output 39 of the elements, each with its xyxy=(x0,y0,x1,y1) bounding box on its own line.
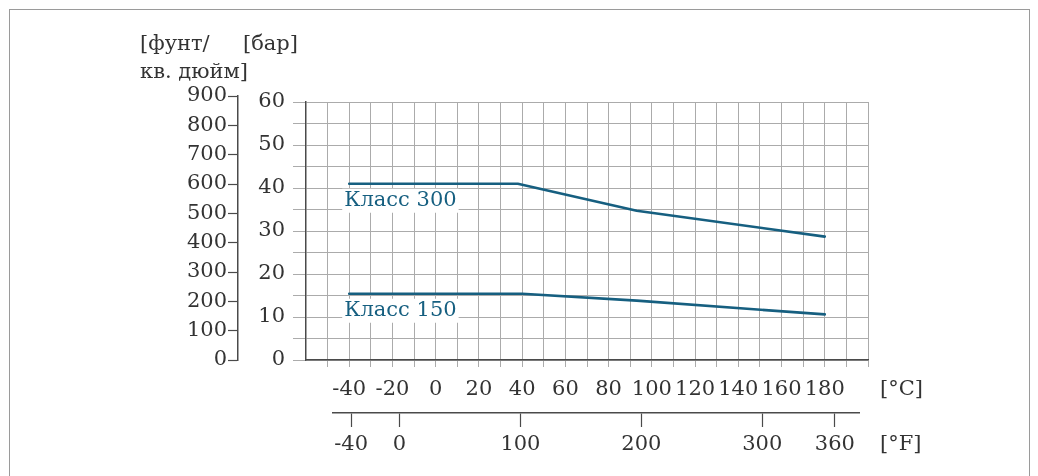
x-tick-label: 40 xyxy=(508,376,536,401)
y2-tick-label: 0 xyxy=(213,346,227,371)
y-tick-label: 10 xyxy=(258,303,285,328)
y2-tick-label: 900 xyxy=(186,82,227,107)
y-tick-label: 50 xyxy=(258,131,285,156)
x2-tick-label: 0 xyxy=(392,431,407,456)
x2-tick-label: 200 xyxy=(621,431,662,456)
x2-tick-label: 360 xyxy=(814,431,855,456)
x2-tick-label: -40 xyxy=(334,431,369,456)
series-label: Класс 150 xyxy=(344,297,457,322)
x-tick-label: 100 xyxy=(631,376,672,401)
x-tick-label: 140 xyxy=(718,376,759,401)
y2-tick-label: 300 xyxy=(186,258,227,283)
y2-tick-label: 100 xyxy=(186,317,227,342)
x2-tick-label: 300 xyxy=(742,431,783,456)
x-axis-title: [°C] xyxy=(880,376,923,401)
x-tick-label: -40 xyxy=(332,376,367,401)
x-tick-label: 80 xyxy=(595,376,622,401)
y-tick-label: 0 xyxy=(271,346,285,371)
y-tick-label: 60 xyxy=(258,88,285,113)
y-tick-label: 30 xyxy=(258,217,285,242)
x2-tick-label: 100 xyxy=(500,431,541,456)
x-tick-label: 20 xyxy=(465,376,493,401)
y2-tick-label: 700 xyxy=(186,141,227,166)
y-tick-label: 40 xyxy=(258,174,285,199)
x-tick-label: -20 xyxy=(375,376,410,401)
y2-tick-label: 500 xyxy=(186,199,227,224)
y-tick-label: 20 xyxy=(258,260,285,285)
x-tick-label: 180 xyxy=(804,376,845,401)
y2-tick-label: 600 xyxy=(186,170,227,195)
y2-tick-label: 800 xyxy=(186,111,227,136)
y2-tick-label: 400 xyxy=(186,229,227,254)
y2-tick-label: 200 xyxy=(186,287,227,312)
x-tick-label: 160 xyxy=(761,376,802,401)
x-tick-label: 60 xyxy=(552,376,579,401)
x-tick-label: 0 xyxy=(429,376,443,401)
x2-axis-title: [°F] xyxy=(880,431,922,456)
x-tick-label: 120 xyxy=(675,376,716,401)
series-label: Класс 300 xyxy=(344,187,457,212)
